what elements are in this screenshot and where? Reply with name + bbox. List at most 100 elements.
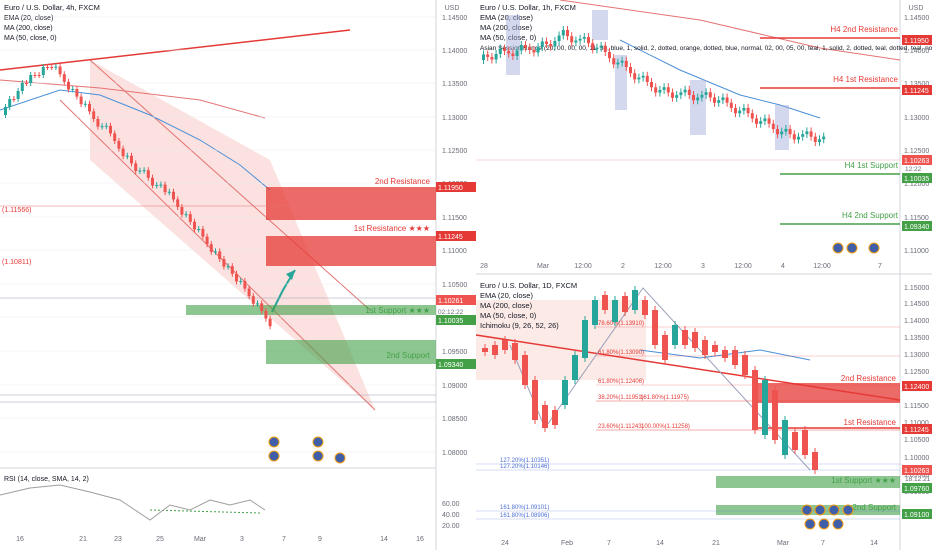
- 1h-ytick: 1.12000: [904, 181, 929, 188]
- 4h-candle: [71, 89, 75, 90]
- 4h-level-tag-bg: [436, 315, 476, 325]
- 1h-candle: [683, 89, 687, 93]
- 1d-header-1: EMA (20, close): [480, 291, 533, 300]
- 4h-channel-fill: [90, 60, 375, 410]
- 1d-candle: [812, 452, 818, 470]
- 4h-candle: [230, 266, 234, 274]
- 4h-xtick: Mar: [194, 536, 207, 543]
- 4h-candle: [50, 67, 54, 68]
- dynamic-layer: Euro / U.S. Dollar, 4h, FXCM EMA (20, clo…: [0, 3, 932, 547]
- 1d-candle: [572, 355, 578, 380]
- 1h-candle: [776, 129, 779, 135]
- 1h-candle: [620, 60, 624, 63]
- rsi-ytick: 40.00: [442, 512, 460, 519]
- 4h-candle: [264, 311, 268, 319]
- 1h-candle: [721, 97, 725, 101]
- 4h-candle: [62, 74, 66, 82]
- 1d-header-3: MA (50, close, 0): [480, 311, 537, 320]
- 1h-candle: [822, 136, 826, 140]
- 1d-candle: [632, 290, 638, 310]
- 1h-level-tag-bg: [902, 221, 932, 231]
- 4h-currency: USD: [445, 5, 460, 12]
- 4h-candle: [218, 251, 222, 259]
- 4h-candle: [193, 221, 196, 230]
- 1d-candle: [762, 380, 768, 435]
- 4h-candle: [8, 99, 12, 107]
- 1h-candle: [641, 75, 645, 78]
- 4h-price-tag-bg: [436, 295, 476, 305]
- 1h-price-time: 12:22: [905, 166, 922, 173]
- rsi-line: [0, 484, 266, 521]
- 4h-ytick: 1.12500: [442, 148, 467, 155]
- 1d-fib-label: 127.20%(1.10146): [500, 464, 549, 470]
- 1h-candle: [566, 30, 569, 37]
- 4h-candle: [142, 170, 146, 172]
- 1h-candle: [797, 136, 800, 140]
- 1d-xtick: 7: [607, 540, 611, 547]
- 1d-xtick: 14: [656, 540, 664, 547]
- 1h-xtick: 28: [480, 263, 488, 270]
- 1h-currency: USD: [909, 5, 924, 12]
- 1d-price-tag: 1.10263: [904, 468, 929, 475]
- 1d-header-2: MA (200, close): [480, 301, 533, 310]
- 4h-level-label: 1st Resistance ★★★: [354, 224, 430, 233]
- 1h-level-tag: 1.09340: [904, 224, 929, 231]
- 4h-candle: [256, 303, 259, 305]
- 1d-candle: [512, 343, 518, 360]
- 1h-candle: [561, 30, 565, 36]
- 1d-candle: [702, 340, 708, 355]
- 1d-level-label: 2nd Resistance: [841, 374, 897, 383]
- 1h-ytick: 1.13000: [904, 115, 929, 122]
- 4h-candle: [235, 273, 238, 282]
- 1h-xtick: Mar: [537, 263, 550, 270]
- 1d-level-label: 2nd Support: [852, 503, 896, 512]
- 1d-xtick: 21: [712, 540, 720, 547]
- 1h-candle: [813, 136, 817, 142]
- 1d-level-tag-bg: [902, 509, 932, 519]
- 1h-candle: [549, 44, 553, 47]
- 4h-candle: [54, 66, 58, 68]
- 4h-candle: [243, 281, 247, 289]
- 4h-level-label: 2nd Resistance: [375, 177, 431, 186]
- 1h-candle: [692, 95, 695, 101]
- 4h-candle: [92, 111, 96, 119]
- 1h-candle: [675, 95, 679, 98]
- 1h-candle: [637, 77, 641, 80]
- 1h-candle: [519, 45, 523, 51]
- 1d-level-tag-bg: [902, 483, 932, 493]
- 4h-candle: [75, 89, 79, 97]
- 1d-ytick: 1.12500: [904, 369, 929, 376]
- 1h-level-tag-bg: [902, 35, 932, 45]
- event-flag-icon: [832, 242, 844, 254]
- 1h-header-1: EMA (20, close): [480, 13, 533, 22]
- 1d-sup1-zone: [716, 476, 900, 488]
- event-flag-icon: [268, 436, 280, 448]
- 1d-ytick: 1.10500: [904, 437, 929, 444]
- 1h-candle: [742, 107, 746, 111]
- 4h-xtick: 21: [79, 536, 87, 543]
- 1h-candle: [717, 100, 721, 103]
- 1d-candle: [522, 355, 528, 385]
- 4h-sup1-zone: [186, 305, 436, 315]
- 1h-candle: [645, 75, 649, 82]
- 4h-candle: [163, 184, 167, 193]
- 1d-candle: [742, 355, 748, 375]
- event-flag-icon: [804, 518, 816, 530]
- 1d-candle: [552, 410, 558, 425]
- 1h-candle: [750, 113, 754, 119]
- 1d-xtick: Feb: [561, 540, 573, 547]
- 1h-ma50: [619, 39, 821, 119]
- 4h-candle: [125, 155, 129, 157]
- 1h-session-box: [690, 80, 706, 135]
- 4h-fib: (1.10811): [2, 259, 31, 266]
- 1h-level-label: H4 2nd Support: [842, 211, 899, 220]
- 1h-level-tag: 1.11245: [904, 88, 929, 95]
- 1h-candle: [687, 89, 691, 95]
- 1h-header-4: Asian Session Range (20, 00, 00, 00, 11,…: [480, 45, 932, 52]
- 1h-session-box: [592, 10, 608, 40]
- 4h-level-tag: 1.09340: [438, 362, 463, 369]
- 1h-candle: [570, 36, 574, 43]
- 1d-ytick: 1.15000: [904, 285, 929, 292]
